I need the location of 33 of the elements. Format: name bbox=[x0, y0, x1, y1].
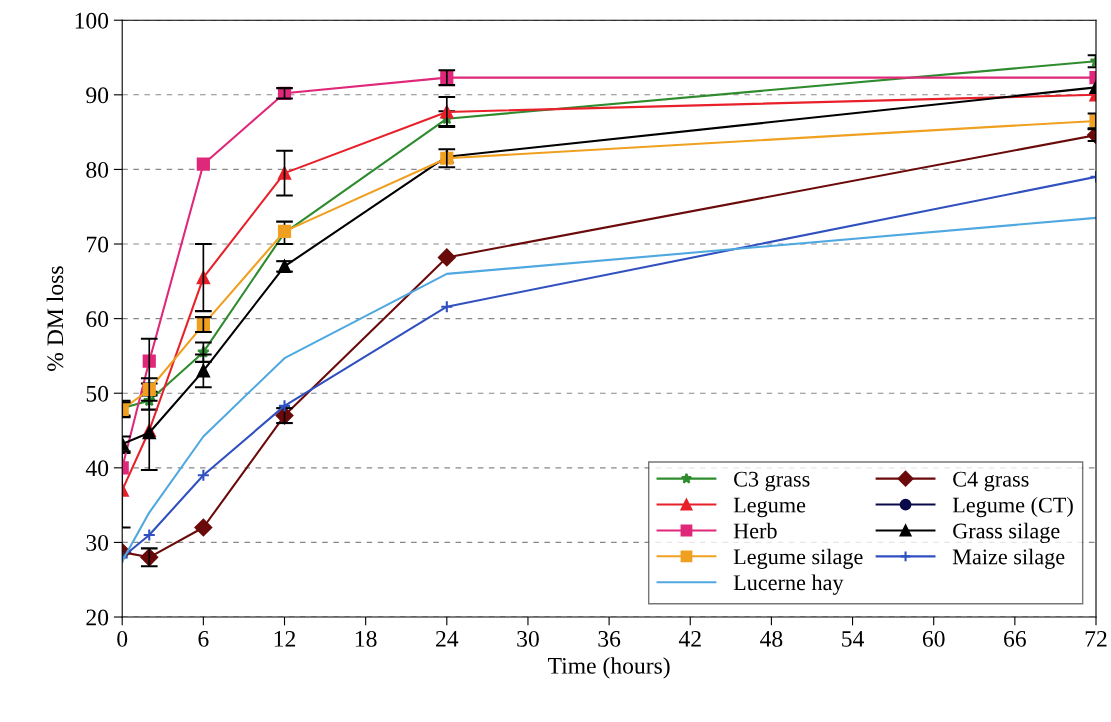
y-tick-label: 90 bbox=[86, 87, 109, 104]
x-tick-label: 0 bbox=[117, 630, 128, 647]
x-axis-title: Time (hours) bbox=[547, 657, 670, 679]
legend-label: Legume bbox=[733, 497, 806, 518]
legend-label: Maize silage bbox=[952, 548, 1065, 569]
x-tick-label: 12 bbox=[274, 630, 296, 647]
x-tick-label: 36 bbox=[598, 630, 621, 647]
x-tick-label: 42 bbox=[678, 630, 701, 647]
x-tick-label: 54 bbox=[842, 631, 864, 647]
y-tick-label: 100 bbox=[75, 12, 109, 29]
y-tick-label: 70 bbox=[86, 236, 109, 253]
y-tick-label: 40 bbox=[85, 460, 109, 477]
x-tick-label: 60 bbox=[922, 630, 945, 647]
legend-label: Grass silage bbox=[953, 522, 1060, 544]
y-tick-label: 50 bbox=[86, 385, 109, 402]
legend-label: Legume (CT) bbox=[952, 496, 1073, 518]
x-tick-label: 18 bbox=[355, 630, 377, 647]
x-tick-label: 6 bbox=[198, 630, 209, 647]
legend-label: Lucerne hay bbox=[733, 574, 844, 595]
x-tick-label: 66 bbox=[1004, 630, 1026, 647]
x-tick-label: 24 bbox=[436, 630, 459, 647]
legend-label: C3 grass bbox=[734, 471, 810, 492]
legend-label: Legume silage bbox=[733, 548, 863, 569]
x-tick-label: 30 bbox=[517, 630, 539, 647]
y-tick-label: 30 bbox=[86, 534, 109, 551]
legend-label: Herb bbox=[733, 522, 777, 539]
y-tick-label: 20 bbox=[86, 609, 109, 626]
x-tick-label: 72 bbox=[1085, 630, 1107, 647]
x-tick-label: 48 bbox=[760, 630, 783, 647]
y-tick-label: 60 bbox=[86, 311, 109, 328]
y-axis-title: % DM loss bbox=[46, 266, 64, 371]
y-tick-label: 80 bbox=[86, 161, 109, 178]
legend-label: C4 grass bbox=[953, 471, 1029, 492]
